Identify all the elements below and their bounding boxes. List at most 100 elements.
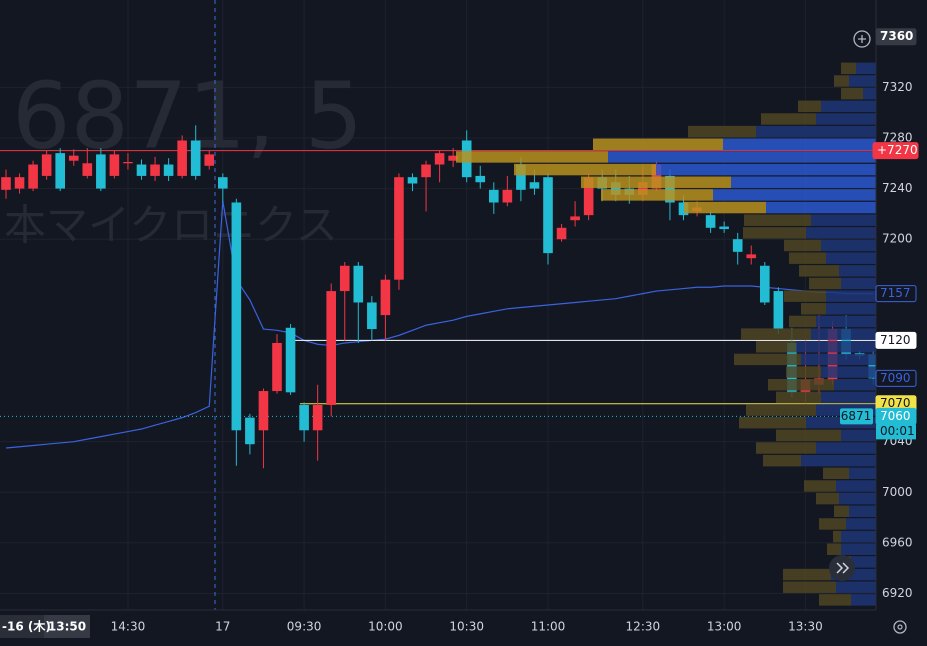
profile-down-bar — [756, 125, 876, 138]
candle-body — [339, 265, 350, 292]
profile-down-bar — [836, 480, 876, 492]
compare-label-box — [840, 408, 873, 425]
candle-body — [272, 342, 282, 392]
profile-up-bar — [756, 442, 816, 454]
profile-up-bar — [784, 239, 821, 252]
price-label: 7360 — [880, 29, 913, 43]
profile-up-bar — [789, 252, 826, 264]
profile-down-bar — [841, 429, 876, 442]
profile-down-bar — [821, 391, 876, 404]
profile-up-bar — [841, 62, 856, 75]
profile-down-bar — [836, 581, 876, 593]
candle-body — [353, 265, 364, 303]
y-tick-label: 6960 — [882, 535, 913, 549]
candle-body — [123, 161, 133, 164]
candle-body — [68, 155, 79, 161]
candle-body — [299, 404, 309, 431]
profile-up-bar — [768, 379, 834, 391]
profile-up-bar — [776, 391, 821, 404]
candle-body — [82, 163, 93, 176]
candle-body — [678, 202, 689, 216]
profile-up-bar — [841, 87, 863, 100]
profile-up-bar — [456, 151, 608, 163]
scroll-icon — [836, 562, 850, 574]
symbol-watermark: 6871, 5 — [12, 62, 363, 169]
candle-body — [732, 239, 743, 252]
profile-up-bar — [734, 353, 801, 366]
candle-body — [326, 291, 336, 405]
candle-body — [583, 177, 594, 216]
y-tick-label: 7280 — [882, 130, 913, 144]
profile-down-bar — [839, 265, 876, 277]
profile-down-bar — [849, 75, 876, 87]
candle-body — [543, 177, 553, 254]
profile-up-bar — [819, 594, 851, 606]
profile-down-bar — [851, 594, 876, 606]
settings-icon — [897, 624, 903, 630]
profile-down-bar — [856, 62, 876, 75]
x-tick-label: 14:30 — [111, 620, 146, 634]
profile-up-bar — [804, 480, 836, 492]
price-label-box — [875, 28, 917, 46]
profile-down-bar — [826, 290, 876, 302]
price-label: 7070 — [880, 396, 911, 410]
candle-body — [448, 155, 458, 161]
profile-up-bar — [834, 505, 849, 518]
profile-down-bar — [816, 113, 876, 125]
countdown-box — [876, 424, 916, 440]
profile-up-bar — [741, 328, 811, 340]
candle-body — [285, 327, 296, 393]
profile-up-bar — [833, 530, 841, 543]
candle-body — [719, 226, 729, 230]
y-tick-label: 6920 — [882, 586, 913, 600]
candle-body — [367, 302, 377, 330]
settings-button[interactable] — [893, 620, 907, 634]
profile-down-bar — [841, 543, 876, 555]
candle-body — [610, 182, 621, 195]
crosshair-time: 13:50 — [48, 620, 86, 634]
profile-down-bar — [723, 138, 876, 151]
candle-body — [434, 153, 445, 165]
price-label: 7060 — [880, 409, 911, 423]
add-button[interactable] — [853, 30, 871, 48]
price-axis: 732072807240720070407000696069207360+727… — [872, 28, 919, 600]
profile-down-bar — [851, 556, 876, 568]
candle-body — [136, 164, 147, 176]
profile-down-bar — [656, 163, 876, 176]
profile-up-bar — [783, 581, 836, 593]
price-label-box — [875, 369, 917, 387]
profile-down-bar — [841, 277, 876, 290]
price-label: 7120 — [880, 333, 911, 347]
profile-up-bar — [799, 265, 839, 277]
profile-up-bar — [816, 492, 839, 505]
profile-up-bar — [581, 176, 731, 188]
compare-label: 6871 — [841, 409, 872, 423]
profile-up-bar — [776, 429, 841, 442]
candle-body — [746, 254, 757, 259]
profile-down-bar — [826, 252, 876, 264]
candle-body — [231, 202, 242, 431]
profile-up-bar — [823, 467, 849, 480]
x-tick-label: 13:00 — [707, 620, 742, 634]
profile-up-bar — [601, 189, 713, 201]
candle-body — [760, 265, 770, 303]
profile-down-bar — [863, 87, 876, 100]
profile-up-bar — [827, 543, 841, 555]
candle-body — [190, 140, 201, 176]
x-tick-label: 10:00 — [368, 620, 403, 634]
profile-down-bar — [811, 328, 876, 340]
y-tick-label: 7240 — [882, 181, 913, 195]
price-label: +7270 — [877, 143, 918, 157]
candle-body — [245, 417, 255, 445]
profile-down-bar — [821, 239, 876, 252]
candle-body — [150, 164, 160, 176]
profile-up-bar — [783, 568, 831, 581]
vwap-line — [5, 201, 874, 449]
profile-down-bar — [839, 492, 876, 505]
y-tick-label: 7200 — [882, 232, 913, 246]
profile-up-bar — [756, 341, 796, 353]
x-tick-label: 09:30 — [287, 620, 322, 634]
